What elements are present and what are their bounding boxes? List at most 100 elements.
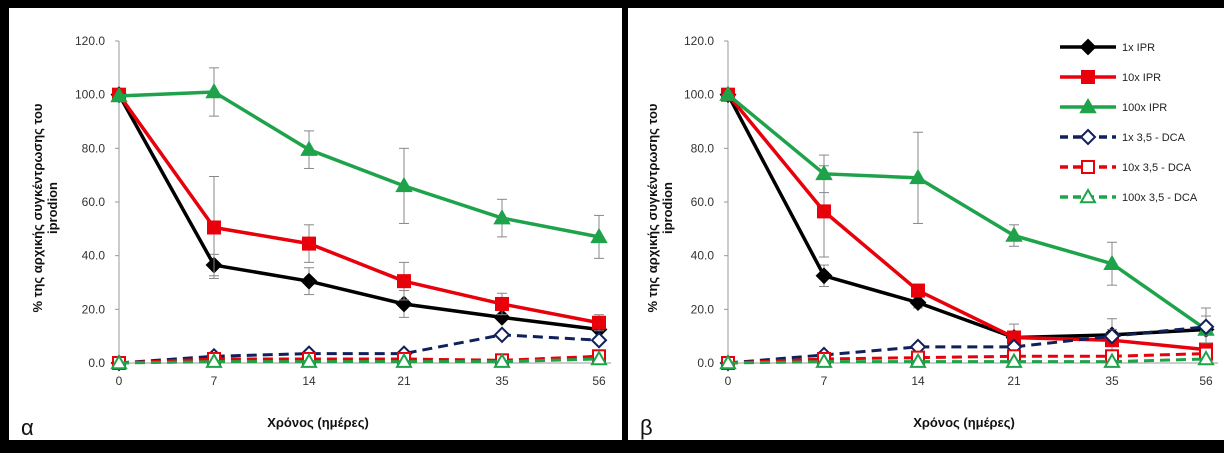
legend-label: 100x IPR <box>1122 102 1167 114</box>
y-axis-title-line1: % της αρχικής συγκέντρωσης του <box>645 103 660 312</box>
data-point <box>815 267 833 285</box>
series-line <box>117 93 600 332</box>
series-s4 <box>110 326 608 372</box>
data-point <box>205 352 223 368</box>
series-line <box>727 357 1207 365</box>
data-point <box>719 85 737 101</box>
series-line <box>727 352 1207 365</box>
legend-swatch-marker <box>1081 160 1095 174</box>
series-s1 <box>719 86 1215 352</box>
x-tick-label: 35 <box>495 374 509 388</box>
data-point <box>815 164 833 181</box>
chart-panel-b: % της αρχικής συγκέντρωσης του iprodion … <box>628 8 1224 440</box>
data-point <box>300 140 318 156</box>
data-point <box>495 296 509 311</box>
y-tick-label: 40.0 <box>691 249 715 263</box>
data-point <box>590 227 608 244</box>
y-axis-title-line2: iprodion <box>45 182 60 234</box>
data-point <box>300 352 318 368</box>
data-point <box>302 236 316 251</box>
x-tick-label: 0 <box>725 374 732 388</box>
data-point <box>395 352 413 368</box>
data-point <box>592 315 606 330</box>
x-tick-label: 21 <box>1007 374 1021 388</box>
y-axis-title-line1: % της αρχικής συγκέντρωσης του <box>30 103 45 312</box>
x-tick-label: 7 <box>211 374 218 388</box>
series-line <box>727 325 1207 365</box>
data-point <box>1103 352 1121 368</box>
data-point <box>815 352 833 368</box>
data-point <box>397 274 411 289</box>
y-tick-label: 60.0 <box>82 195 106 209</box>
legend-label: 1x 3,5 - DCA <box>1122 132 1186 144</box>
series-line <box>118 333 600 365</box>
y-tick-label: 20.0 <box>82 302 106 316</box>
series-s3 <box>719 85 1215 344</box>
y-tick-label: 60.0 <box>691 195 715 209</box>
legend-label: 10x 3,5 - DCA <box>1122 162 1192 174</box>
x-tick-label: 14 <box>302 374 316 388</box>
data-point <box>909 294 927 312</box>
legend-swatch-marker <box>1079 97 1097 114</box>
y-tick-label: 80.0 <box>691 141 715 155</box>
data-point <box>909 352 927 368</box>
x-tick-label: 56 <box>1199 374 1213 388</box>
data-point <box>493 352 511 368</box>
series-s3 <box>110 67 608 259</box>
data-point <box>911 283 925 298</box>
data-point <box>493 209 511 225</box>
series-s1 <box>110 86 608 338</box>
x-tick-label: 0 <box>116 374 123 388</box>
plot-area: 0.0 20.0 40.0 60.0 80.0 100.0 120.0 0 7 14 21 35 56 <box>75 34 611 388</box>
data-point <box>205 82 223 99</box>
chart-a-svg: % της αρχικής συγκέντρωσης του iprodion … <box>21 34 611 440</box>
y-axis-title-line2: iprodion <box>660 182 675 234</box>
data-point <box>590 349 608 366</box>
x-tick-label: 7 <box>821 374 828 388</box>
legend-label: 100x 3,5 - DCA <box>1122 192 1198 204</box>
data-point <box>817 204 831 219</box>
data-point <box>1005 226 1023 242</box>
data-point <box>1103 327 1121 345</box>
legend-swatch-marker <box>1079 38 1097 56</box>
legend-swatch-marker <box>1079 128 1097 146</box>
chart-b-svg: % της αρχικής συγκέντρωσης του iprodion … <box>640 34 1218 440</box>
y-tick-label: 100.0 <box>684 88 714 102</box>
y-tick-label: 80.0 <box>82 141 106 155</box>
data-point <box>1197 349 1215 366</box>
x-tick-label: 21 <box>397 374 411 388</box>
data-point <box>110 86 128 103</box>
x-axis-title: Χρόνος (ημέρες) <box>267 415 369 430</box>
series-s6 <box>719 349 1215 370</box>
data-point <box>300 272 318 290</box>
panel-letter: α <box>21 415 34 440</box>
series-line <box>726 93 1207 352</box>
data-point <box>207 220 221 235</box>
y-tick-label: 120.0 <box>684 34 714 48</box>
data-point <box>493 326 511 344</box>
panel-letter: β <box>640 415 653 440</box>
x-axis-title: Χρόνος (ημέρες) <box>913 415 1015 430</box>
series-s4 <box>719 318 1215 372</box>
legend: 1x IPR 10x IPR 100x IPR 1x 3,5 - DCA 10x 3,5… <box>1060 38 1198 204</box>
legend-swatch-marker <box>1079 187 1097 204</box>
series-line <box>117 93 600 325</box>
data-point <box>110 353 128 370</box>
data-point <box>395 295 413 313</box>
series-s2 <box>112 87 606 332</box>
series-line <box>726 93 1208 331</box>
data-point <box>719 353 737 370</box>
data-point <box>590 331 608 349</box>
chart-panel-a: % της αρχικής συγκέντρωσης του iprodion … <box>9 8 622 440</box>
x-tick-label: 56 <box>592 374 606 388</box>
legend-swatch-marker <box>1081 70 1095 84</box>
y-tick-label: 40.0 <box>82 249 106 263</box>
series-s6 <box>110 349 608 370</box>
plot-area: 0.0 20.0 40.0 60.0 80.0 100.0 120.0 0 7 14 21 35 56 1… <box>684 34 1218 388</box>
x-tick-label: 35 <box>1105 374 1119 388</box>
y-tick-label: 0.0 <box>88 356 105 370</box>
y-tick-label: 0.0 <box>697 356 714 370</box>
data-point <box>909 168 927 185</box>
data-point <box>1103 254 1121 270</box>
